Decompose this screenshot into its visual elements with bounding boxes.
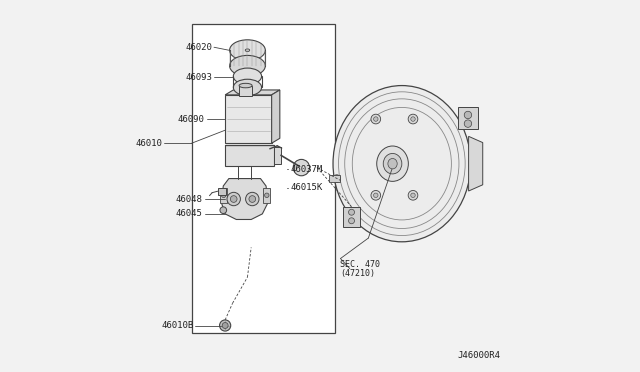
Circle shape: [264, 193, 269, 198]
Ellipse shape: [234, 68, 262, 84]
Bar: [330, 175, 340, 182]
Bar: [264, 188, 270, 203]
Ellipse shape: [388, 158, 397, 169]
Text: (47210): (47210): [340, 269, 376, 278]
Ellipse shape: [234, 79, 262, 96]
Polygon shape: [468, 136, 483, 191]
Bar: [273, 147, 281, 164]
Bar: [218, 188, 226, 195]
Circle shape: [293, 159, 310, 176]
Circle shape: [349, 209, 355, 215]
Circle shape: [221, 193, 226, 198]
Ellipse shape: [377, 146, 408, 182]
Ellipse shape: [383, 153, 402, 174]
Text: 46093: 46093: [185, 73, 212, 81]
Circle shape: [222, 323, 228, 328]
Text: 46010B: 46010B: [161, 321, 193, 330]
Bar: [343, 206, 360, 227]
Ellipse shape: [230, 40, 266, 61]
Text: 46048: 46048: [176, 195, 203, 203]
Circle shape: [230, 196, 237, 202]
Ellipse shape: [239, 83, 252, 88]
Text: 46015K: 46015K: [291, 183, 323, 192]
Circle shape: [220, 207, 227, 214]
Polygon shape: [221, 179, 268, 219]
Circle shape: [374, 193, 378, 198]
Circle shape: [408, 190, 418, 200]
Text: 46037M: 46037M: [291, 165, 323, 174]
Text: 46045: 46045: [176, 209, 203, 218]
Circle shape: [464, 111, 472, 119]
Bar: [458, 108, 477, 129]
Circle shape: [371, 114, 381, 124]
Bar: [220, 188, 227, 203]
Circle shape: [220, 320, 231, 331]
Circle shape: [227, 192, 241, 206]
Circle shape: [411, 193, 415, 198]
Bar: [225, 145, 273, 166]
Ellipse shape: [333, 86, 470, 242]
Text: 46010: 46010: [135, 139, 162, 148]
Circle shape: [408, 114, 418, 124]
Circle shape: [349, 218, 355, 224]
Circle shape: [374, 117, 378, 121]
Circle shape: [249, 196, 255, 202]
Ellipse shape: [333, 175, 340, 182]
Polygon shape: [271, 90, 280, 143]
Text: 46090: 46090: [178, 115, 205, 124]
Bar: [191, 24, 335, 333]
Circle shape: [411, 117, 415, 121]
Ellipse shape: [230, 55, 266, 76]
Bar: [239, 86, 252, 96]
Circle shape: [464, 120, 472, 127]
Circle shape: [371, 190, 381, 200]
Text: SEC. 470: SEC. 470: [340, 260, 380, 269]
Circle shape: [246, 192, 259, 206]
Polygon shape: [225, 90, 280, 95]
Bar: [225, 95, 271, 143]
Text: 46020: 46020: [185, 43, 212, 52]
Ellipse shape: [245, 49, 250, 52]
Text: J46000R4: J46000R4: [458, 351, 500, 360]
